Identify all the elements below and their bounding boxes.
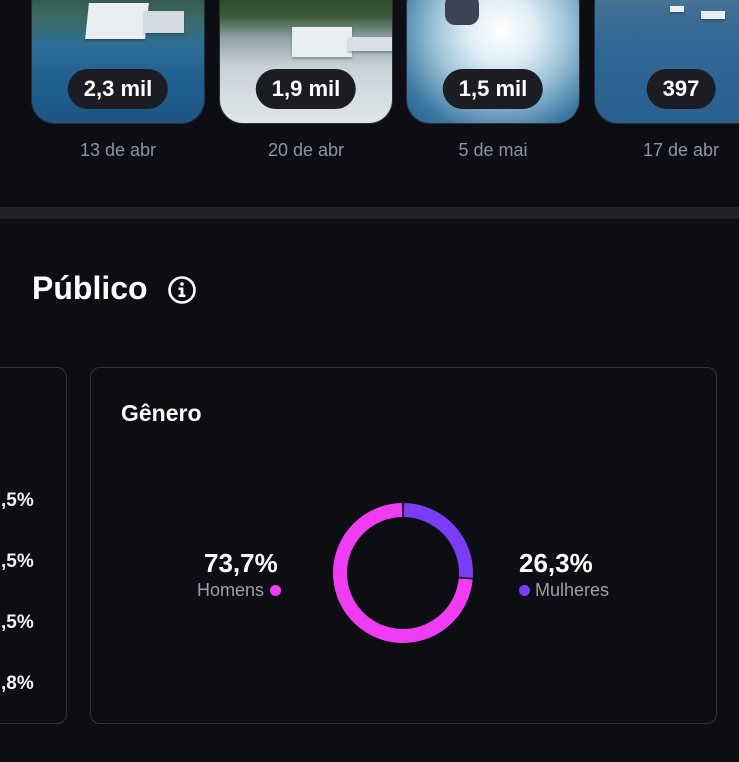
section-title: Público — [32, 270, 148, 306]
gender-card: Gênero 73,7% Homens 26,3% Mulheres — [90, 367, 717, 724]
reel-date: 20 de abr — [267, 140, 345, 160]
views-badge: 2,3 mil — [67, 69, 169, 109]
reel-card-4[interactable]: 397 — [594, 0, 739, 124]
section-divider — [0, 207, 739, 219]
reel-date: 5 de mai — [458, 140, 528, 160]
men-percentage: 73,7% — [204, 548, 278, 578]
reel-card-1[interactable]: 2,3 mil — [31, 0, 205, 124]
women-color-dot — [519, 585, 530, 596]
women-percentage: 26,3% — [519, 548, 593, 578]
reel-card-2[interactable]: 1,9 mil — [219, 0, 393, 124]
donut-slice-homens — [333, 503, 473, 643]
info-circle-icon[interactable] — [167, 275, 197, 305]
gender-donut-chart — [333, 503, 473, 643]
views-badge: 1,5 mil — [442, 69, 544, 109]
age-card: ,5% ,5% ,5% ,8% — [0, 367, 67, 724]
reel-date: 17 de abr — [642, 140, 720, 160]
views-badge: 397 — [646, 69, 716, 109]
reel-thumbnail — [32, 0, 204, 123]
age-percentage: ,5% — [1, 490, 34, 511]
card-title: Gênero — [121, 400, 202, 426]
men-label: Homens — [197, 580, 265, 600]
women-label: Mulheres — [535, 580, 610, 600]
men-color-dot — [270, 585, 282, 596]
age-percentage: ,8% — [1, 673, 34, 694]
reel-date: 13 de abr — [79, 140, 157, 160]
views-badge: 1,9 mil — [255, 69, 357, 109]
age-percentage: ,5% — [1, 612, 34, 633]
donut-slice-mulheres — [403, 503, 473, 578]
age-percentage: ,5% — [1, 551, 34, 572]
men-legend: Homens — [197, 580, 282, 601]
reel-card-3[interactable]: 1,5 mil — [406, 0, 580, 124]
women-legend: Mulheres — [519, 580, 609, 601]
